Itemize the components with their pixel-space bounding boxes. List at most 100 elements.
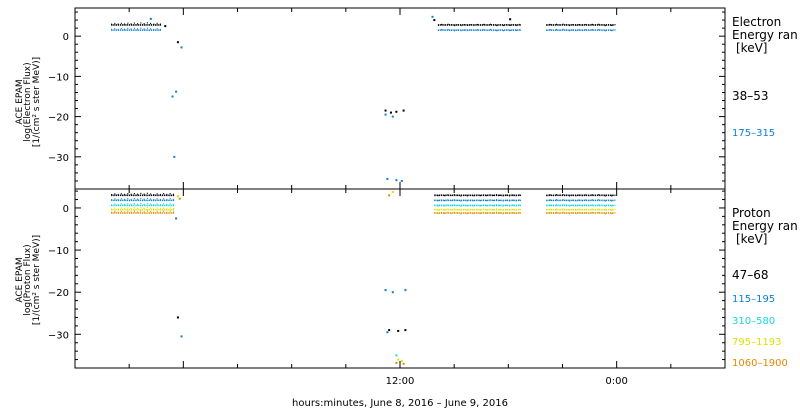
proton-series-dot [499,212,501,214]
proton-series-dot [434,208,436,210]
electron-series-dot [133,27,135,29]
proton-series-dot [437,195,439,197]
electron-series-dot [559,29,561,31]
electron-series-dot [140,27,142,29]
proton-series-dot [614,204,616,206]
electron-series-dot [595,24,596,26]
proton-series-dot [124,208,126,210]
proton-series-dot [489,194,491,196]
proton-series-dot [502,213,504,215]
proton-series-dot [575,200,577,202]
electron-series-dot [582,29,583,32]
proton-series-dot [153,204,155,206]
electron-series-dot [512,23,514,26]
proton-series-dot [460,209,462,211]
proton-series-dot [114,210,116,213]
proton-series-dot [572,199,574,201]
proton-series-dot [146,210,148,212]
proton-series-dot [502,200,504,202]
electron-series-dot [463,29,465,31]
proton-ylabel: ACE EPAM log(Proton Flux) [1/(cm² s ster… [15,235,42,325]
proton-series-dot [604,213,606,215]
proton-series-dot [473,209,475,211]
proton-series-dot [598,211,600,213]
proton-series-dot [117,198,119,201]
electron-series-dot [604,24,606,27]
proton-series-dot [444,194,446,197]
proton-series-dot [111,204,113,206]
proton-series-dot [172,211,174,213]
proton-series-dot [505,212,507,214]
proton-series-dot [582,205,583,207]
electron-series-point [149,17,152,20]
proton-series-dot [460,205,462,207]
proton-series-dot [578,204,580,206]
proton-legend-entry-2: 115–195 [732,294,775,305]
proton-series-dot [611,209,613,211]
proton-series-dot [473,205,475,207]
proton-series-dot [578,212,580,214]
electron-series-dot [585,29,587,31]
proton-series-dot [575,195,577,197]
proton-series-dot [130,211,132,213]
proton-series-dot [518,199,520,201]
electron-legend: Electron Energy ran [keV] 38–53 175–315 [732,15,798,139]
proton-series-dot [463,212,465,214]
proton-series-dot [153,208,155,210]
proton-series-dot [163,198,165,200]
proton-series-point [397,329,400,332]
proton-series-dot [559,209,561,211]
electron-series-dot [437,24,439,26]
proton-series-dot [137,211,139,213]
proton-series-dot [588,212,590,214]
electron-series-dot [595,29,596,31]
electron-series-dot [486,29,488,31]
proton-series-dot [137,193,139,195]
proton-series-dot [172,198,174,200]
proton-series-dot [611,212,613,215]
proton-series-dot [546,200,548,202]
proton-series-dot [476,212,478,214]
proton-series-dot [483,194,485,196]
electron-series-dot [572,29,574,31]
electron-series-dot [519,23,521,26]
electron-series-dot [124,23,126,25]
electron-series-dot [146,27,148,29]
electron-series-dot [117,28,119,30]
proton-series-dot [518,208,520,210]
proton-series-dot [120,203,122,205]
proton-series-dot [463,204,465,206]
electron-series-point [395,110,398,113]
proton-series-dot [146,192,148,194]
proton-series-dot [124,211,126,213]
proton-series-dot [604,205,606,207]
electron-series-dot [130,28,132,30]
electron-legend-title-1: Electron [732,15,781,29]
proton-series-dot [437,212,439,214]
proton-series-dot [166,198,168,201]
proton-series-dot [111,199,113,201]
electron-series-dot [130,23,132,25]
proton-series-dot [585,199,587,201]
electron-series-dot [137,23,139,25]
electron-series-dot [611,30,613,32]
electron-series-dot [473,24,475,26]
proton-series-dot [137,198,139,200]
electron-series-dot [519,29,521,31]
proton-legend-entry-3: 310–580 [732,316,775,327]
electron-series-dot [591,23,593,25]
proton-series-dot [608,212,609,214]
proton-series-dot [114,207,116,209]
electron-series-dot [480,24,482,26]
proton-series-dot [585,194,587,196]
electron-series-dot [143,23,145,25]
electron-legend-entry-1: 38–53 [732,89,769,103]
electron-series-dot [480,29,482,31]
proton-series-dot [552,204,554,207]
proton-series-dot [479,209,481,211]
proton-series-dot [601,209,603,211]
proton-series-dot [591,204,593,206]
proton-series-dot [137,207,139,210]
proton-series-dot [447,208,449,210]
proton-series-dot [505,204,507,206]
